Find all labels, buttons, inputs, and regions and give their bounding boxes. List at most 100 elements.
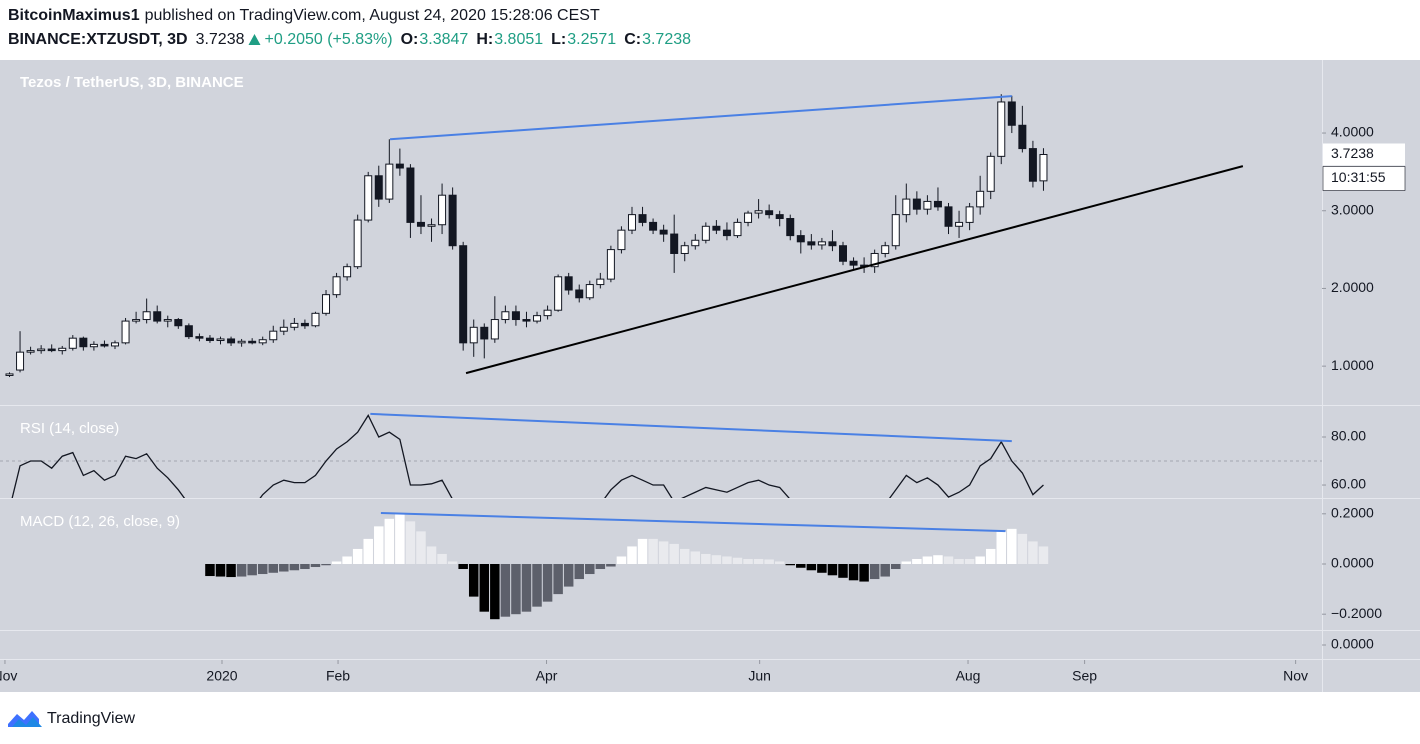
candle-body	[606, 249, 615, 280]
macd-bar	[236, 563, 247, 577]
time-axis: Nov 2020 Feb Apr Jun Aug Sep Nov	[0, 660, 1308, 684]
high-label: H:	[476, 31, 493, 48]
candle-body	[153, 311, 162, 322]
macd-bar	[943, 556, 954, 564]
candle-body	[754, 210, 763, 214]
macd-bar	[352, 548, 363, 564]
macd-bar	[817, 563, 827, 573]
candle-body	[16, 351, 25, 371]
macd-bar	[901, 561, 912, 564]
candle-body	[870, 252, 879, 268]
candle-body	[617, 229, 626, 251]
candle-body	[554, 276, 563, 311]
y-tick-label: −0.2000	[1331, 605, 1382, 621]
y-tick-label: 4.0000	[1331, 124, 1374, 140]
y-tick-label: 80.00	[1331, 428, 1366, 444]
last-price-label: 3.7238	[1331, 145, 1374, 161]
macd-bar	[859, 563, 869, 582]
candle-body	[902, 198, 911, 216]
candle-body	[311, 312, 320, 327]
macd-bar	[785, 563, 795, 566]
candle-body	[722, 229, 731, 237]
candle-body	[132, 319, 141, 322]
macd-bar	[490, 563, 500, 620]
y-tick-label: 3.0000	[1331, 201, 1374, 217]
candle-body	[849, 260, 858, 266]
close-label: C:	[624, 31, 641, 48]
open-label: O:	[401, 31, 419, 48]
macd-bar	[521, 563, 532, 612]
candle-body	[933, 200, 942, 208]
y-tick-label: 0.2000	[1331, 505, 1374, 521]
pane-separators	[0, 60, 1420, 692]
macd-bar	[848, 563, 859, 581]
macd-bar	[679, 548, 690, 564]
macd-bar	[289, 563, 300, 571]
pane-title: RSI (14, close)	[20, 420, 119, 437]
candle-body	[1007, 101, 1016, 126]
y-tick-label: 2.0000	[1331, 279, 1374, 295]
macd-bar	[806, 563, 817, 571]
pane-title: Tezos / TetherUS, 3D, BINANCE	[20, 74, 244, 91]
candle-body	[195, 336, 204, 339]
macd-bar	[996, 531, 1007, 564]
close-value: 3.7238	[642, 31, 691, 48]
y-tick-label: 0.0000	[1331, 555, 1374, 571]
price-change: +0.2050 (+5.83%)	[265, 31, 393, 48]
candle-body	[480, 326, 489, 340]
candle-body	[37, 348, 46, 352]
candle-body	[955, 221, 964, 227]
candle-body	[501, 311, 510, 321]
macd-bar	[933, 555, 943, 564]
macd-bar	[563, 563, 574, 587]
macd-bar	[838, 563, 848, 578]
macd-bar	[342, 556, 352, 564]
candle-body	[575, 289, 584, 299]
candle-body	[142, 311, 151, 321]
candle-body	[427, 224, 436, 227]
x-tick-label: Aug	[956, 668, 981, 684]
candle-body	[828, 241, 837, 247]
macd-bar	[690, 551, 701, 564]
macd-bar	[310, 563, 321, 568]
candle-body	[184, 325, 193, 338]
candle-body	[638, 214, 647, 223]
macd-bar	[279, 563, 289, 572]
candle-body	[469, 326, 478, 344]
candle-body	[670, 233, 679, 254]
candle-body	[26, 350, 35, 353]
candle-body	[944, 206, 953, 227]
candle-body	[965, 206, 974, 223]
macd-bar	[437, 553, 447, 564]
candle-body	[1039, 154, 1048, 182]
candle-body	[89, 343, 98, 348]
candle-body	[68, 337, 77, 349]
candle-body	[627, 214, 636, 231]
candle-body	[269, 330, 278, 341]
brand-logo	[8, 711, 42, 727]
candle-body	[564, 276, 573, 291]
macd-bar	[553, 563, 563, 595]
macd-bar	[732, 557, 743, 564]
up-arrow	[248, 34, 261, 45]
candle-body	[322, 294, 331, 314]
macd-bar	[827, 563, 838, 576]
countdown-box	[1322, 166, 1406, 191]
candle-body	[912, 198, 921, 210]
candle-body	[406, 167, 415, 223]
published-info: published on TradingView.com, August 24,…	[145, 7, 600, 24]
candle-body	[997, 101, 1006, 157]
macd-bar	[975, 556, 985, 564]
candle-body	[1018, 124, 1027, 150]
candle-body	[765, 210, 774, 216]
candle-body	[744, 212, 753, 223]
candle-body	[459, 245, 468, 344]
candle-body	[733, 221, 742, 237]
macd-bar	[701, 553, 711, 564]
macd-bar	[764, 559, 774, 564]
macd-bar	[416, 531, 426, 564]
macd-bar	[796, 563, 806, 568]
macd-bar	[753, 558, 764, 564]
macd-bar	[458, 563, 468, 570]
